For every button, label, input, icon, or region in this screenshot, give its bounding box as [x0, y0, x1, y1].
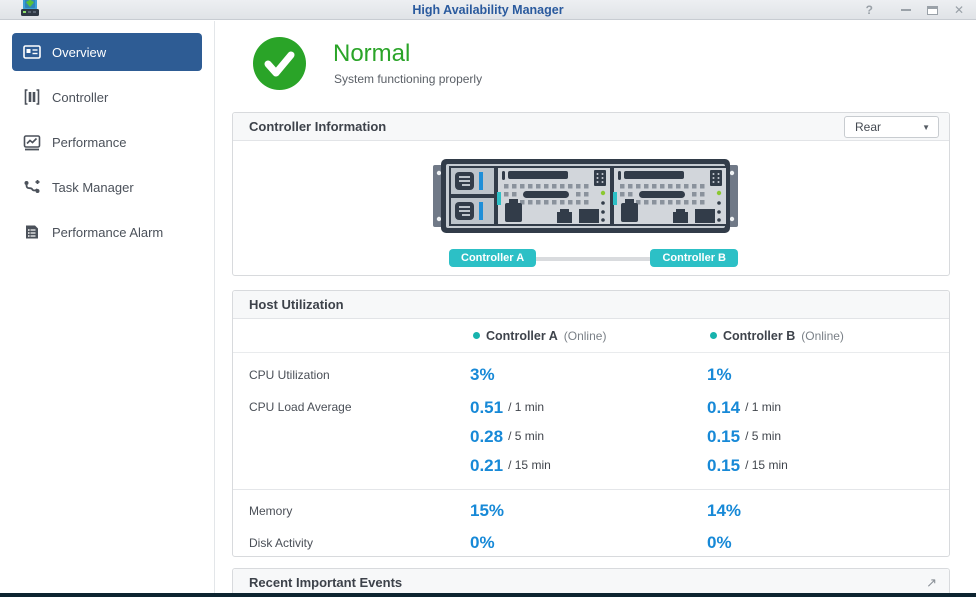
row-label: Disk Activity: [249, 536, 314, 550]
disk-activity-a: 0%: [470, 533, 495, 552]
system-status-description: System functioning properly: [334, 72, 483, 86]
host-utilization-panel: Host Utilization Controller A (Online) C…: [232, 290, 950, 557]
controller-a-column-header: Controller A (Online): [470, 329, 707, 343]
overview-icon: [23, 45, 41, 59]
table-row-cpu-load-average: CPU Load Average 0.51/ 1 min 0.28/ 5 min…: [233, 391, 949, 480]
sidebar-item-task-manager[interactable]: Task Manager: [12, 168, 202, 206]
sidebar-item-label: Controller: [52, 89, 109, 105]
view-selector-dropdown[interactable]: Rear ▼: [844, 116, 939, 138]
system-status: Normal: [333, 40, 411, 67]
window-controls: ? ✕: [866, 0, 964, 20]
performance-icon: [23, 135, 41, 151]
close-icon[interactable]: ✕: [953, 3, 964, 17]
panel-title: Controller Information: [249, 119, 387, 134]
controller-status: (Online): [801, 328, 844, 343]
controller-information-panel: Controller Information Rear ▼: [232, 112, 950, 276]
load-15min-a: 0.21: [470, 456, 504, 475]
online-status-dot: [710, 332, 717, 339]
task-manager-icon: [24, 180, 40, 193]
title-bar: High Availability Manager ? ✕: [0, 0, 976, 20]
host-utilization-rows: CPU Utilization 3% 1% CPU Load Average 0…: [233, 353, 949, 559]
row-label: Memory: [249, 504, 293, 518]
controller-name: Controller B: [723, 328, 796, 343]
sidebar-item-label: Overview: [52, 44, 107, 60]
external-link-icon[interactable]: ↗: [926, 575, 937, 590]
table-row-memory: Memory 15% 14%: [233, 495, 949, 527]
controller-b-column-header: Controller B (Online): [707, 329, 949, 343]
panel-title: Recent Important Events: [249, 575, 403, 590]
online-status-dot: [473, 332, 480, 339]
status-check-icon: [253, 37, 306, 90]
disk-activity-b: 0%: [707, 533, 732, 552]
load-5min-b: 0.15: [707, 427, 741, 446]
sidebar-item-label: Performance: [52, 134, 127, 150]
table-row-disk-activity: Disk Activity 0% 0%: [233, 527, 949, 559]
controller-badges: Controller A Controller B: [433, 249, 738, 269]
sidebar-item-performance[interactable]: Performance: [12, 123, 202, 161]
sidebar-item-performance-alarm[interactable]: Performance Alarm: [12, 213, 202, 251]
ha-app-icon: [21, 0, 39, 16]
row-divider: [233, 489, 949, 490]
table-row-cpu-utilization: CPU Utilization 3% 1%: [233, 359, 949, 391]
performance-alarm-icon: [26, 225, 38, 239]
memory-a: 15%: [470, 501, 505, 520]
host-utilization-header: Host Utilization: [233, 291, 949, 319]
panel-title: Host Utilization: [249, 297, 344, 312]
chevron-down-icon: ▼: [922, 122, 930, 132]
memory-b: 14%: [707, 501, 742, 520]
minimize-icon[interactable]: [900, 9, 911, 11]
controller-information-header: Controller Information Rear ▼: [233, 113, 949, 141]
controller-name: Controller A: [486, 328, 558, 343]
sidebar: Overview Controller Performance: [0, 21, 215, 593]
load-5min-a: 0.28: [470, 427, 504, 446]
controller-a-badge: Controller A: [449, 249, 537, 267]
load-1min-b: 0.14: [707, 398, 741, 417]
row-label: CPU Utilization: [249, 368, 330, 382]
help-icon[interactable]: ?: [865, 3, 873, 17]
row-label: CPU Load Average: [249, 400, 352, 414]
host-utilization-column-header: Controller A (Online) Controller B (Onli…: [233, 319, 949, 353]
window-bottom-edge: [0, 593, 976, 597]
cpu-utilization-a: 3%: [470, 365, 495, 384]
controller-status: (Online): [563, 328, 607, 343]
server-rear-image: [433, 159, 738, 233]
sidebar-item-label: Task Manager: [52, 179, 134, 195]
view-selector-value: Rear: [855, 120, 882, 134]
server-rear-illustration: Controller A Controller B: [433, 159, 738, 269]
window-title: High Availability Manager: [412, 3, 564, 17]
maximize-icon[interactable]: [926, 5, 938, 15]
cpu-utilization-b: 1%: [707, 365, 732, 384]
load-15min-b: 0.15: [707, 456, 741, 475]
controller-b-badge: Controller B: [650, 249, 738, 267]
controller-icon: [24, 89, 40, 105]
load-1min-a: 0.51: [470, 398, 504, 417]
sidebar-item-controller[interactable]: Controller: [12, 78, 202, 116]
controller-link-line: [493, 257, 678, 261]
sidebar-item-label: Performance Alarm: [52, 224, 164, 240]
sidebar-item-overview[interactable]: Overview: [12, 33, 202, 71]
